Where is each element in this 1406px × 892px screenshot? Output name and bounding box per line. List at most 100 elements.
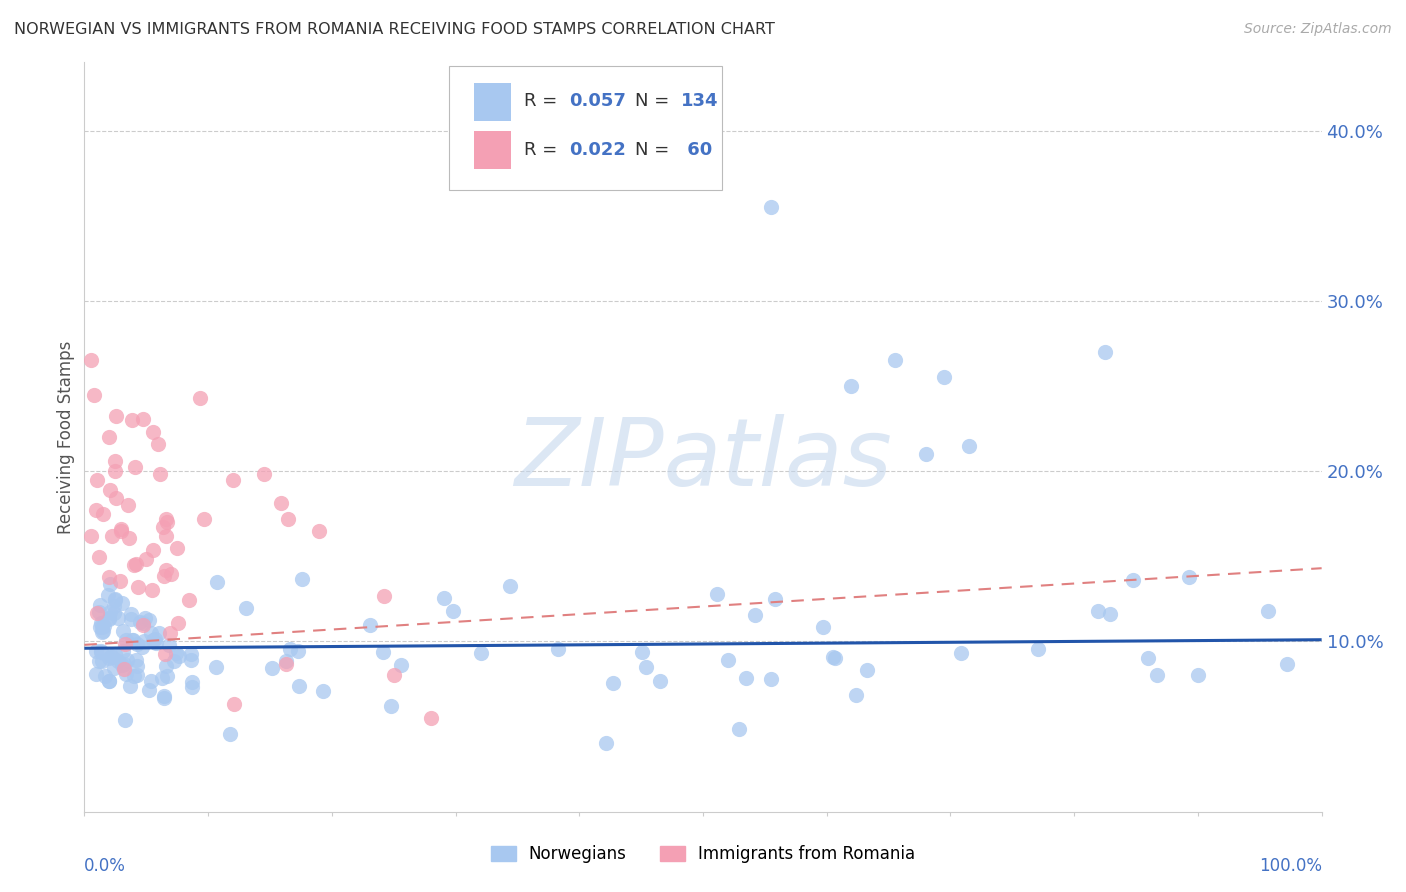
Point [308, 524, 330, 538]
Point [132, 634, 155, 648]
Point [104, 409, 127, 423]
Y-axis label: Receiving Food Stamps: Receiving Food Stamps [56, 341, 75, 533]
Point [104, 591, 127, 606]
Point [155, 647, 177, 661]
Point [253, 467, 276, 482]
Text: 0.0%: 0.0% [84, 856, 127, 875]
Point [735, 671, 758, 685]
Point [104, 491, 127, 505]
Point [89, 605, 111, 619]
Point [122, 558, 145, 572]
Point [103, 606, 125, 620]
Point [142, 632, 165, 647]
Point [761, 672, 783, 686]
Point [813, 620, 835, 634]
Point [547, 641, 569, 656]
Point [150, 671, 173, 685]
Point [602, 675, 624, 690]
Point [148, 626, 170, 640]
Point [152, 520, 174, 534]
Point [98, 577, 121, 591]
Point [111, 658, 134, 673]
Point [97, 588, 120, 602]
Text: 134: 134 [681, 93, 718, 111]
Point [107, 654, 129, 668]
Text: 100.0%: 100.0% [1258, 856, 1322, 875]
Point [1178, 570, 1201, 584]
Text: Source: ZipAtlas.com: Source: ZipAtlas.com [1244, 22, 1392, 37]
Point [134, 611, 156, 625]
Point [845, 688, 868, 702]
Point [114, 637, 136, 651]
Point [287, 643, 309, 657]
Point [107, 611, 129, 625]
Point [1137, 651, 1160, 665]
Point [1098, 607, 1121, 621]
Point [260, 661, 283, 675]
Point [1187, 668, 1209, 682]
Point [131, 640, 153, 654]
Point [83, 387, 105, 401]
Point [118, 679, 141, 693]
Point [155, 515, 177, 529]
Text: R =: R = [523, 141, 562, 159]
Point [104, 464, 127, 478]
Point [389, 658, 412, 673]
Text: R =: R = [523, 93, 562, 111]
Point [499, 579, 522, 593]
Point [1087, 604, 1109, 618]
Point [97, 569, 120, 583]
FancyBboxPatch shape [474, 131, 512, 169]
Point [312, 683, 335, 698]
Point [288, 679, 311, 693]
Point [93, 619, 115, 633]
Point [98, 673, 121, 688]
Point [278, 642, 301, 657]
Point [98, 430, 121, 444]
Point [84, 666, 107, 681]
Point [79, 353, 101, 368]
Point [112, 662, 135, 676]
Point [359, 617, 381, 632]
Point [156, 669, 179, 683]
Point [110, 522, 132, 536]
FancyBboxPatch shape [474, 84, 512, 121]
Point [166, 541, 188, 555]
Point [1275, 657, 1298, 672]
Text: N =: N = [636, 141, 675, 159]
Point [90, 654, 112, 668]
Point [595, 736, 617, 750]
Point [114, 666, 136, 681]
Point [139, 626, 162, 640]
Point [155, 563, 177, 577]
Point [125, 557, 148, 571]
Point [114, 713, 136, 727]
Point [222, 473, 245, 487]
Text: 60: 60 [681, 141, 711, 159]
Point [117, 531, 139, 545]
Point [117, 498, 139, 512]
Point [111, 596, 134, 610]
Point [380, 699, 402, 714]
Point [432, 591, 454, 606]
Point [1026, 642, 1049, 657]
Point [165, 646, 187, 660]
Point [180, 647, 202, 661]
Point [104, 648, 127, 662]
Point [98, 611, 121, 625]
Point [630, 645, 652, 659]
Point [120, 607, 142, 621]
Point [470, 646, 492, 660]
Point [274, 655, 297, 669]
Point [167, 615, 190, 630]
Point [125, 667, 148, 681]
Point [180, 680, 202, 694]
Text: 0.022: 0.022 [569, 141, 626, 159]
Point [270, 495, 292, 509]
Point [100, 649, 122, 664]
Point [103, 599, 125, 614]
Point [153, 690, 176, 705]
Point [177, 593, 200, 607]
Point [110, 574, 132, 588]
Point [373, 589, 395, 603]
